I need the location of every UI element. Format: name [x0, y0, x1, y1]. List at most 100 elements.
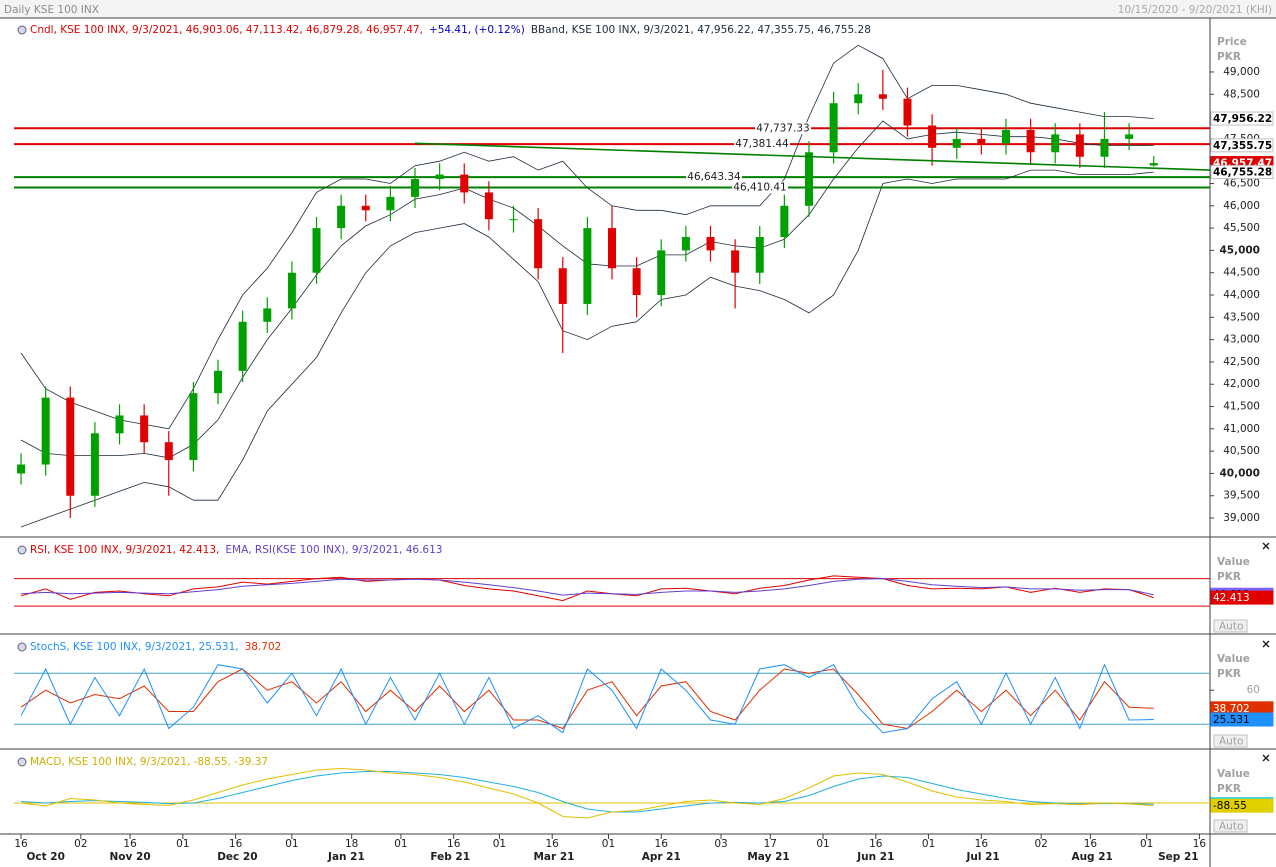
candle-body [657, 250, 666, 296]
chart-title: Daily KSE 100 INX [4, 4, 99, 16]
y-tick-label: 45,500 [1223, 222, 1260, 234]
x-tick-label: 01 [816, 838, 829, 850]
month-label: Dec 20 [217, 851, 257, 863]
x-tick-label: 01 [493, 838, 506, 850]
x-tick-label: 02 [1034, 838, 1047, 850]
candle-body [484, 192, 493, 220]
y-tick-label: 41,500 [1223, 401, 1260, 413]
y-tick-label: 40,000 [1219, 467, 1260, 479]
x-tick-label: 16 [546, 838, 560, 850]
y-tick-label: 46,000 [1223, 200, 1260, 212]
candle-body [214, 370, 223, 394]
legend-icon [17, 757, 27, 767]
x-tick-label: 01 [602, 838, 615, 850]
month-label: Mar 21 [533, 851, 574, 863]
trendline [414, 142, 1210, 171]
auto-label: Auto [1219, 621, 1243, 633]
legend-entry: 38.702 [245, 641, 282, 653]
month-label: Jul 21 [965, 851, 999, 863]
value-tag [1210, 138, 1274, 153]
x-tick-label: 01 [922, 838, 935, 850]
auto-button[interactable] [1213, 619, 1248, 633]
y-tick-label: 43,500 [1223, 311, 1260, 323]
month-label: Nov 20 [110, 851, 151, 863]
legend-icon [17, 545, 27, 555]
candle-body [1001, 129, 1010, 144]
x-tick-label: 18 [345, 838, 358, 850]
y-tick-label: 44,500 [1223, 267, 1260, 279]
close-button[interactable] [1262, 640, 1270, 648]
plot-area [14, 767, 1210, 819]
level-label: 46,643.34 [687, 171, 741, 183]
auto-button[interactable] [1213, 819, 1248, 833]
candle-body [411, 179, 420, 197]
bollinger-band [20, 44, 1154, 430]
candle-body [337, 205, 346, 229]
close-icons [1262, 542, 1270, 762]
candle-body [1075, 134, 1084, 157]
candle-body [731, 250, 740, 273]
legend-entry: StochS, KSE 100 INX, 9/3/2021, 25.531, [30, 641, 239, 653]
legend-entry: EMA, RSI(KSE 100 INX), 9/3/2021, 46.613 [225, 544, 442, 556]
legend-entry: Cndl, KSE 100 INX, 9/3/2021, 46,903.06, … [30, 24, 423, 36]
auto-button[interactable] [1213, 734, 1248, 748]
candle-body [706, 237, 715, 251]
value-tag [1210, 165, 1274, 180]
indicator-line [20, 663, 1154, 734]
candle-body [66, 397, 75, 496]
level-label-bg [755, 122, 811, 135]
y-tick-label: 42,500 [1223, 356, 1260, 368]
y-tick-label: 45,000 [1219, 244, 1260, 256]
legend-entry: +54.41, (+0.12%) [429, 24, 525, 36]
month-label: Aug 21 [1071, 851, 1112, 863]
value-tag-label: 42.413 [1213, 592, 1250, 604]
month-label: Oct 20 [26, 851, 64, 863]
candle-body [755, 237, 764, 273]
candle-body [1026, 129, 1035, 153]
x-tick-label: 16 [869, 838, 883, 850]
x-tick-label: 01 [1140, 838, 1153, 850]
candle-body [90, 433, 99, 496]
candle-body [977, 138, 986, 144]
candle-body [41, 397, 50, 465]
candle-body [804, 152, 813, 206]
y-tick-label: 41,000 [1223, 423, 1260, 435]
candle-body [238, 321, 247, 371]
candle-body [164, 442, 173, 461]
candle-body [460, 174, 469, 193]
level-label-bg [686, 171, 742, 184]
candle-body [189, 393, 198, 461]
x-tick-label: 16 [229, 838, 243, 850]
candle-body [534, 219, 543, 269]
value-tag-label: -88.55 [1213, 800, 1247, 812]
candle-body [1125, 134, 1134, 139]
candle-body [878, 94, 887, 99]
y-tick-label: 46,500 [1223, 177, 1260, 189]
plot-area [14, 44, 1210, 528]
value-tag-label: 47,355.75 [1213, 140, 1272, 152]
close-button[interactable] [1262, 542, 1270, 550]
indicator-line [20, 767, 1154, 819]
x-tick-label: 16 [447, 838, 461, 850]
x-tick-label: 17 [764, 838, 777, 850]
candle-body [140, 415, 149, 443]
month-label: Sep 21 [1158, 851, 1198, 863]
candle-body [558, 268, 567, 304]
y-tick-label: 44,000 [1223, 289, 1260, 301]
value-tag-label: 46,755.28 [1213, 167, 1272, 179]
value-tag-label: 38.702 [1213, 703, 1250, 715]
plot-area [14, 575, 1210, 607]
x-tick-label: 01 [176, 838, 189, 850]
candle-body [17, 464, 26, 474]
candle-body [509, 219, 518, 221]
candle-body [632, 268, 641, 296]
x-tick-label: 01 [285, 838, 298, 850]
close-button[interactable] [1262, 754, 1270, 762]
candle-body [681, 237, 690, 251]
candle-body [903, 98, 912, 126]
indicator-line [20, 578, 1154, 596]
candle-body [386, 196, 395, 211]
x-tick-label: 03 [714, 838, 727, 850]
